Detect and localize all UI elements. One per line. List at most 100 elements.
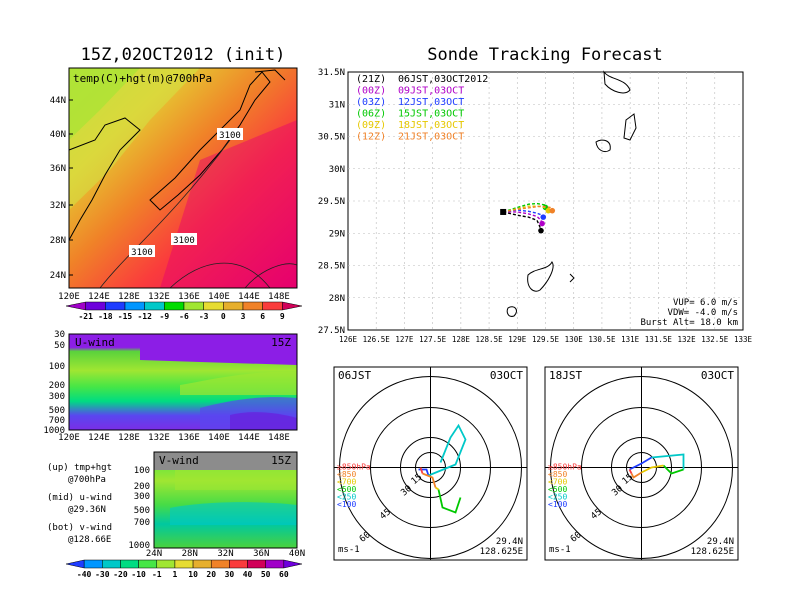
note-line: @29.36N [68, 505, 106, 515]
contour-label: 3100 [173, 236, 195, 246]
note-line: (up) tmp+hgt [47, 463, 112, 473]
level-key: ≥850hPa [548, 463, 582, 472]
colorbar-swatch [183, 301, 204, 311]
lon-tick: 131E [621, 335, 640, 344]
hodo-trace [651, 453, 685, 470]
colorbar-label: 3 [241, 312, 246, 321]
colorbar-label: -1 [152, 570, 162, 579]
lat-tick: 27.5N [318, 326, 345, 336]
track-endpoint [540, 214, 547, 220]
lat-tick: 24N [50, 271, 66, 281]
legend-time: 18JST,03OCT [398, 120, 464, 131]
lat-tick: 36N [253, 549, 269, 559]
track-endpoint [539, 220, 545, 227]
label-bg [480, 368, 526, 382]
lon-tick: 148E [268, 433, 290, 443]
note-line: @700hPa [68, 475, 106, 485]
level-key: <250 [337, 493, 356, 502]
pressure-tick: 300 [134, 492, 150, 502]
temp-map-panel: temp(C)+hgt(m)@700hPa 3100 3100 3100 [68, 67, 298, 289]
colorbar-swatch [85, 301, 106, 311]
colorbar-swatch [192, 559, 212, 569]
colorbar-label: -12 [137, 312, 152, 321]
note-line: (mid) u-wind [47, 493, 112, 503]
temp-map-lat-ticks: 44N 40N 36N 32N 28N 24N [50, 96, 73, 281]
pressure-tick: 200 [134, 482, 150, 492]
colorbar-swatch [242, 301, 263, 311]
hodo-trace [628, 469, 633, 474]
pressure-tick: 500 [49, 406, 65, 416]
lat-tick: 28N [50, 236, 66, 246]
colorbar-swatch [265, 559, 285, 569]
lon-tick: 132.5E [701, 335, 729, 344]
colorbar-label: 0 [221, 312, 226, 321]
level-key: <100 [548, 500, 567, 509]
track-line [503, 211, 543, 224]
hodograph-right: 18JST 03OCT15304560≥850hPa<850<700<500<25… [544, 366, 739, 561]
colorbar-swatch [144, 301, 165, 311]
hodo-trace [629, 456, 652, 471]
colorbar-swatch [102, 559, 121, 569]
pressure-tick: 50 [54, 341, 65, 351]
lat-tick: 29.5N [318, 197, 345, 207]
u-wind-panel: U-wind 15Z [68, 333, 298, 431]
hodo-trace [422, 472, 437, 488]
hodo-date: 03OCT [490, 369, 523, 382]
hodo-trace [419, 467, 424, 474]
colorbar-label: -20 [113, 570, 128, 579]
hodo-date: 03OCT [701, 369, 734, 382]
temp-map-label: temp(C)+hgt(m)@700hPa [73, 72, 212, 85]
lon-tick: 128E [118, 292, 140, 302]
colorbar-swatch [262, 301, 283, 311]
v-wind-time: 15Z [271, 454, 291, 467]
level-key: <250 [548, 493, 567, 502]
hodo-lat: 29.4N [496, 537, 523, 547]
temp-colorbar: -21 -18 -15 -12 -9 -6 -3 0 3 6 9 [65, 301, 303, 321]
lon-tick: 132E [678, 335, 697, 344]
colorbar-swatch [65, 301, 86, 311]
v-wind-label: V-wind [159, 454, 199, 467]
note-line: @128.66E [68, 535, 111, 545]
colorbar-label: 20 [206, 570, 216, 579]
v-wind-lat-ticks: 24N 28N 32N 36N 40N [146, 549, 305, 559]
track-line [503, 205, 553, 213]
colorbar-label: 40 [243, 570, 253, 579]
pressure-tick: 1000 [43, 426, 65, 436]
contour-label: 3100 [131, 248, 153, 258]
pressure-tick: 100 [49, 362, 65, 372]
colorbar-label: 9 [280, 312, 285, 321]
lat-tick: 40N [50, 130, 66, 140]
colorbar-swatch [210, 559, 230, 569]
colorbar-label: 1 [173, 570, 178, 579]
colorbar-label: -30 [95, 570, 110, 579]
note-line: (bot) v-wind [47, 523, 112, 533]
colorbar-label: -6 [179, 312, 189, 321]
lon-tick: 127.5E [419, 335, 447, 344]
level-key: <850 [548, 470, 567, 479]
colorbar-swatch [156, 559, 176, 569]
lon-tick: 136E [178, 292, 200, 302]
lon-tick: 124E [88, 292, 110, 302]
contour-label: 3100 [219, 131, 241, 141]
colorbar-swatch [282, 301, 303, 311]
u-wind-lon-ticks: 120E 124E 128E 132E 136E 140E 144E 148E [58, 433, 290, 443]
lat-tick: 36N [50, 164, 66, 174]
lon-tick: 126.5E [363, 335, 391, 344]
colorbar-label: 30 [225, 570, 235, 579]
legend-time: 21JST,03OCT [398, 132, 464, 143]
level-key: <700 [548, 478, 567, 487]
colorbar-swatch [138, 559, 158, 569]
lon-tick: 140E [208, 292, 230, 302]
lon-tick: 128.5E [476, 335, 504, 344]
lon-tick: 120E [58, 433, 80, 443]
label-bg [335, 368, 379, 382]
pressure-tick: 300 [49, 392, 65, 402]
colorbar-swatch [247, 559, 266, 569]
lon-tick: 126E [339, 335, 358, 344]
legend-run: (00Z) [356, 86, 386, 97]
u-wind-label: U-wind [75, 336, 115, 349]
hodo-time: 06JST [338, 369, 371, 382]
